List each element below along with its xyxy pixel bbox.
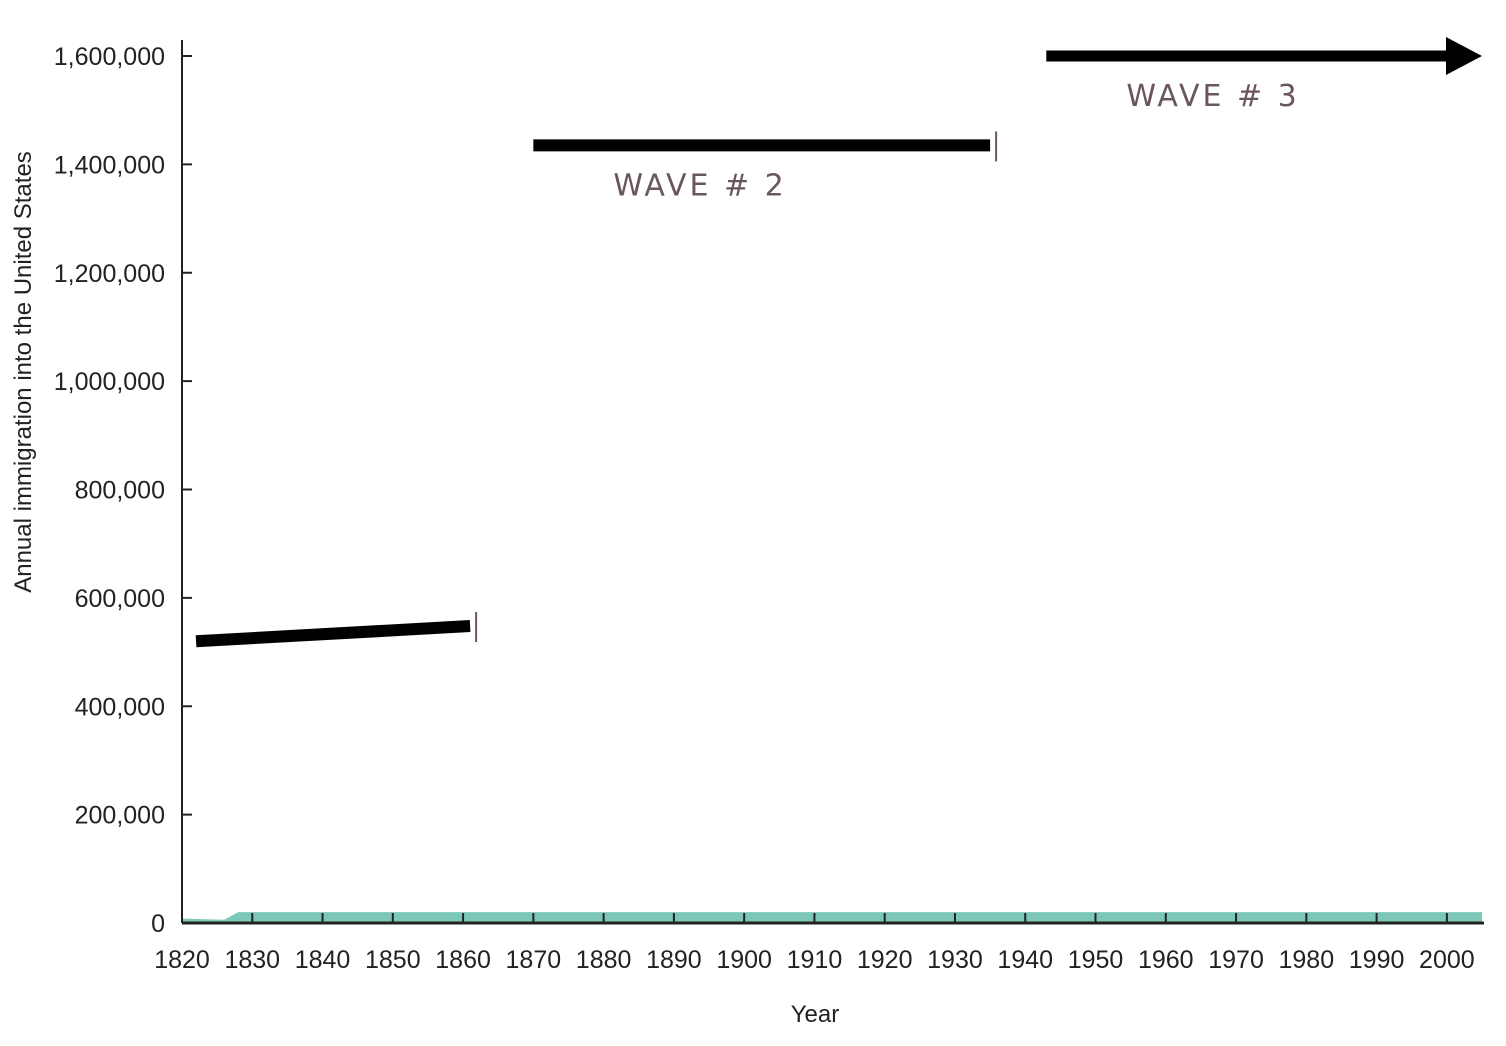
x-tick-label: 2000 — [1419, 946, 1475, 974]
x-axis-title: Year — [791, 1001, 840, 1028]
x-tick-label: 1830 — [224, 946, 280, 974]
x-tick-label: 1960 — [1138, 946, 1194, 974]
y-tick-label: 1,200,000 — [54, 260, 165, 288]
area-layer — [182, 912, 1482, 923]
annotation-layer: WAVE # 2 WAVE # 3 — [195, 37, 1482, 648]
wave-label: WAVE # 3 — [1126, 79, 1299, 114]
axes-layer: 0 200,000 400,000 600,000 800,000 1,000,000 1,… — [54, 40, 1484, 974]
wave-arrow-head — [1446, 37, 1482, 75]
x-tick-label: 1910 — [787, 946, 843, 974]
x-tick-label: 1870 — [506, 946, 562, 974]
y-tick-label: 800,000 — [75, 477, 165, 505]
x-tick-label: 1950 — [1068, 946, 1124, 974]
x-tick-label: 1930 — [927, 946, 983, 974]
wave-bar-0 — [195, 620, 471, 648]
y-tick-label: 1,600,000 — [54, 43, 165, 71]
x-tick-label: 1820 — [154, 946, 210, 974]
y-tick-label: 400,000 — [75, 693, 165, 721]
x-tick-label: 1990 — [1349, 946, 1405, 974]
y-axis-title: Annual immigration into the United State… — [10, 151, 37, 593]
x-tick-label: 1850 — [365, 946, 421, 974]
x-tick-label: 1880 — [576, 946, 632, 974]
area-series-0 — [182, 912, 1482, 923]
x-tick-label: 1980 — [1279, 946, 1335, 974]
x-tick-label: 1970 — [1208, 946, 1264, 974]
y-tick-label: 600,000 — [75, 585, 165, 613]
x-tick-label: 1920 — [857, 946, 913, 974]
x-tick-label: 1890 — [646, 946, 702, 974]
y-tick-label: 1,000,000 — [54, 368, 165, 396]
y-tick-label: 200,000 — [75, 802, 165, 830]
y-tick-label: 0 — [151, 910, 165, 938]
y-tick-label: 1,400,000 — [54, 151, 165, 179]
x-tick-label: 1940 — [997, 946, 1053, 974]
wave-label: WAVE # 2 — [613, 168, 786, 203]
x-tick-label: 1900 — [716, 946, 772, 974]
x-tick-label: 1860 — [435, 946, 491, 974]
x-tick-label: 1840 — [295, 946, 351, 974]
